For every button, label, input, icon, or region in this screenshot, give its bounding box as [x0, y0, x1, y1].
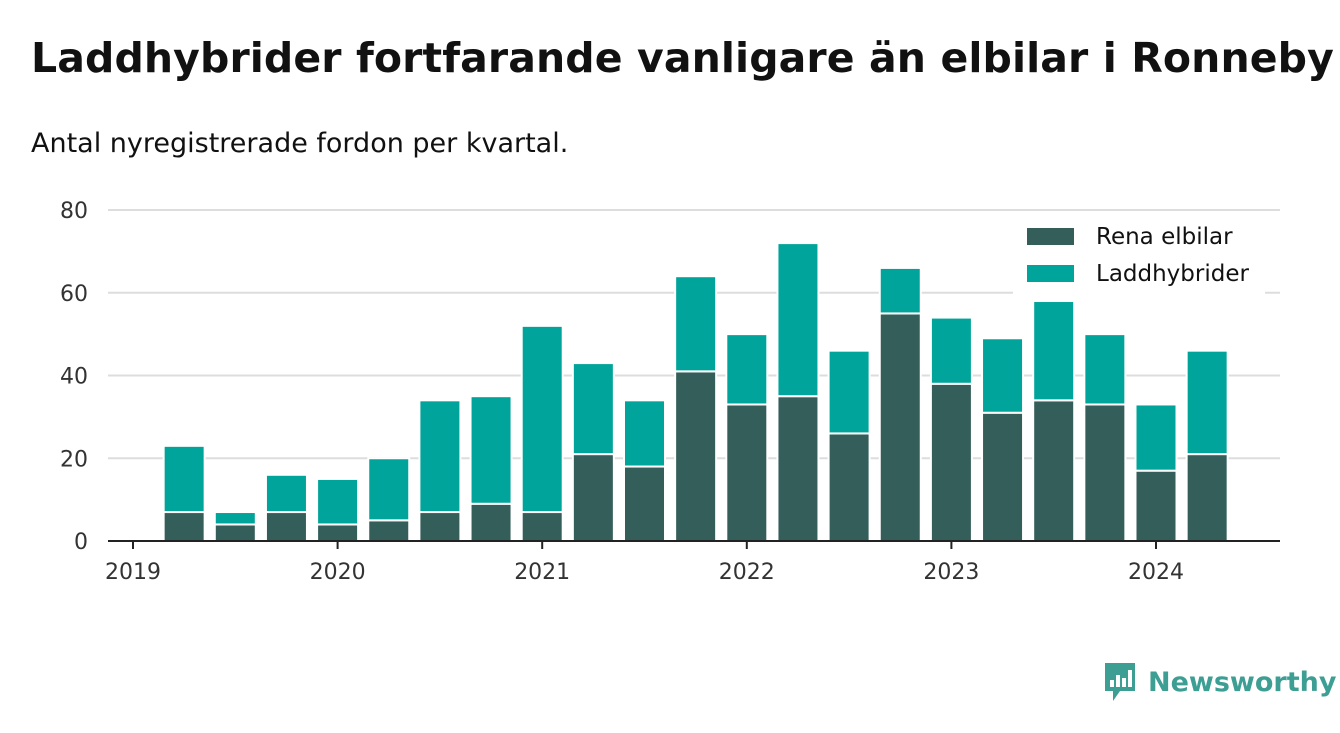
- bar-series: [162, 242, 1229, 543]
- x-tick-label-2022: 2022: [719, 560, 775, 585]
- bar-rena-elbilar-2021-q1: [520, 511, 564, 542]
- bar-rena-elbilar-2021-q4: [674, 370, 718, 542]
- bar-laddhybrider-2019-q2: [162, 444, 206, 514]
- y-tick-label-60: 60: [60, 282, 88, 307]
- bar-rena-elbilar-2021-q2: [571, 453, 615, 542]
- chart-subtitle: Antal nyregistrerade fordon per kvartal.: [31, 128, 569, 159]
- bar-laddhybrider-2023-q3: [1032, 300, 1076, 402]
- brand-name: Newsworthy: [1148, 666, 1337, 698]
- bar-laddhybrider-2020-q3: [418, 399, 462, 514]
- legend-swatch-rena-elbilar: [1027, 228, 1074, 245]
- bar-rena-elbilar-2019-q4: [264, 511, 308, 542]
- bar-rena-elbilar-2023-q3: [1032, 399, 1076, 543]
- bar-rena-elbilar-2022-q1: [725, 403, 769, 542]
- bar-laddhybrider-2021-q1: [520, 324, 564, 514]
- bar-laddhybrider-2024-q1: [1134, 403, 1178, 472]
- bar-rena-elbilar-2024-q1: [1134, 469, 1178, 543]
- bar-laddhybrider-2020-q1: [316, 477, 360, 526]
- bar-laddhybrider-2023-q1: [929, 316, 973, 385]
- y-tick-label-20: 20: [60, 447, 88, 472]
- bar-rena-elbilar-2024-q2: [1185, 453, 1229, 542]
- x-tick-label-2020: 2020: [310, 560, 366, 585]
- y-tick-label-0: 0: [74, 530, 88, 555]
- bar-laddhybrider-2020-q2: [367, 457, 411, 522]
- bar-rena-elbilar-2023-q1: [929, 382, 973, 542]
- chart-title: Laddhybrider fortfarande vanligare än el…: [31, 34, 1334, 82]
- chart-legend: Rena elbilar Laddhybrider: [1013, 218, 1265, 294]
- bar-laddhybrider-2019-q3: [213, 511, 257, 526]
- legend-label-rena-elbilar: Rena elbilar: [1096, 224, 1233, 250]
- bar-rena-elbilar-2019-q2: [162, 511, 206, 542]
- y-tick-label-40: 40: [60, 365, 88, 390]
- bar-laddhybrider-2020-q4: [469, 395, 513, 505]
- bar-laddhybrider-2023-q4: [1083, 333, 1127, 406]
- bar-rena-elbilar-2022-q2: [776, 395, 820, 542]
- bar-rena-elbilar-2023-q4: [1083, 403, 1127, 542]
- legend-label-laddhybrider: Laddhybrider: [1096, 261, 1249, 287]
- bar-laddhybrider-2022-q1: [725, 333, 769, 406]
- bar-laddhybrider-2022-q3: [827, 349, 871, 435]
- newsworthy-logo-icon: [1105, 663, 1135, 701]
- x-axis: 2019 2020 2021 2022 2023 2024: [105, 540, 1280, 585]
- bar-rena-elbilar-2020-q1: [316, 523, 360, 543]
- bar-rena-elbilar-2020-q2: [367, 519, 411, 542]
- stacked-bar-chart: 2019 2020 2021 2022 2023 2024 0 20 40 60 80 Rena …: [60, 199, 1280, 585]
- bar-laddhybrider-2024-q2: [1185, 349, 1229, 456]
- bar-laddhybrider-2021-q2: [571, 362, 615, 456]
- x-tick-label-2023: 2023: [923, 560, 979, 585]
- bar-rena-elbilar-2020-q4: [469, 502, 513, 543]
- legend-swatch-laddhybrider: [1027, 265, 1074, 282]
- x-tick-label-2021: 2021: [514, 560, 570, 585]
- bar-rena-elbilar-2019-q3: [213, 523, 257, 543]
- bar-laddhybrider-2022-q2: [776, 242, 820, 398]
- bar-rena-elbilar-2020-q3: [418, 511, 462, 542]
- y-axis-ticks: 0 20 40 60 80: [60, 199, 88, 555]
- bar-laddhybrider-2021-q4: [674, 275, 718, 373]
- bar-rena-elbilar-2023-q2: [981, 411, 1025, 542]
- x-tick-label-2024: 2024: [1128, 560, 1184, 585]
- bar-rena-elbilar-2022-q4: [878, 312, 922, 542]
- bar-laddhybrider-2022-q4: [878, 266, 922, 315]
- x-tick-label-2019: 2019: [105, 560, 161, 585]
- bar-laddhybrider-2023-q2: [981, 337, 1025, 414]
- brand-logo: Newsworthy: [1102, 661, 1336, 703]
- y-tick-label-80: 80: [60, 199, 88, 224]
- bar-laddhybrider-2019-q4: [264, 473, 308, 514]
- bar-rena-elbilar-2021-q3: [623, 465, 666, 542]
- bar-laddhybrider-2021-q3: [623, 399, 666, 468]
- bar-rena-elbilar-2022-q3: [827, 432, 871, 542]
